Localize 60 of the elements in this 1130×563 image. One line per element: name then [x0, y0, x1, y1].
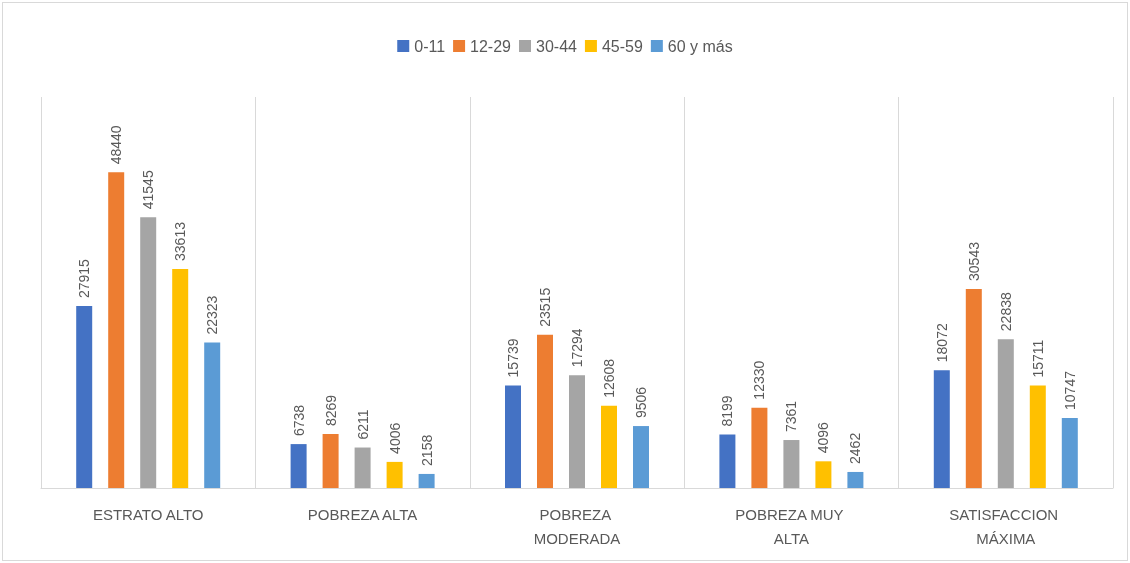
data-label: 33613: [172, 221, 189, 261]
bar: [386, 461, 403, 488]
bar: [204, 342, 221, 488]
bar: [719, 434, 736, 488]
data-label: 27915: [76, 258, 93, 299]
bar: [418, 473, 435, 488]
x-tick-label: SATISFACCION MÁXIMA: [949, 505, 1063, 547]
data-label: 2158: [418, 434, 435, 466]
bar: [537, 334, 553, 488]
data-label: 30543: [965, 241, 982, 281]
x-tick-label: POBREZA MODERADA: [533, 505, 621, 547]
data-label: 22323: [204, 295, 221, 335]
legend-label: 12-29: [470, 37, 512, 55]
data-label: 8199: [719, 395, 736, 427]
data-label: 8269: [322, 394, 339, 427]
bar: [354, 447, 371, 488]
bar: [76, 306, 93, 488]
data-label: 17294: [569, 328, 585, 368]
bar: [783, 440, 800, 488]
bar: [108, 172, 125, 488]
data-label: 6738: [290, 404, 307, 437]
bar: [1029, 385, 1046, 488]
bar: [1061, 417, 1078, 488]
bar: [997, 339, 1014, 488]
bar: [290, 444, 307, 488]
bar: [322, 434, 339, 488]
bar: [633, 426, 649, 488]
x-tick-label: POBREZA MUY ALTA: [735, 505, 848, 547]
data-label: 12330: [751, 360, 768, 400]
data-label: 4096: [815, 421, 832, 454]
bar: [847, 471, 864, 488]
bar: [569, 375, 585, 488]
data-label: 6211: [354, 409, 371, 440]
legend-label: 0-11: [414, 37, 446, 55]
bar: [751, 407, 768, 488]
data-label: 12608: [601, 358, 617, 398]
data-label: 9506: [633, 386, 649, 419]
legend-label: 30-44: [536, 37, 578, 55]
bar: [933, 370, 950, 488]
bar: [815, 461, 832, 488]
data-label: 23515: [537, 287, 553, 327]
bar: [601, 405, 617, 488]
legend-label: 45-59: [601, 37, 643, 55]
data-label: 2462: [847, 432, 864, 464]
data-label: 10747: [1061, 370, 1078, 410]
data-label: 41545: [140, 170, 157, 210]
data-label: 15711: [1029, 339, 1046, 378]
x-tick-label: ESTRATO ALTO: [92, 505, 204, 523]
data-label: 48440: [108, 125, 125, 165]
bar: [965, 288, 982, 488]
data-label: 7361: [783, 400, 800, 433]
bar: [172, 268, 189, 488]
data-label: 18072: [933, 323, 950, 363]
bar: [505, 385, 521, 488]
data-label: 4006: [386, 422, 403, 454]
bar: [140, 217, 157, 488]
x-tick-label: POBREZA ALTA: [307, 505, 418, 523]
data-label: 15739: [505, 338, 521, 378]
legend-label: 60 y más: [667, 37, 733, 55]
data-label: 22838: [997, 292, 1014, 332]
